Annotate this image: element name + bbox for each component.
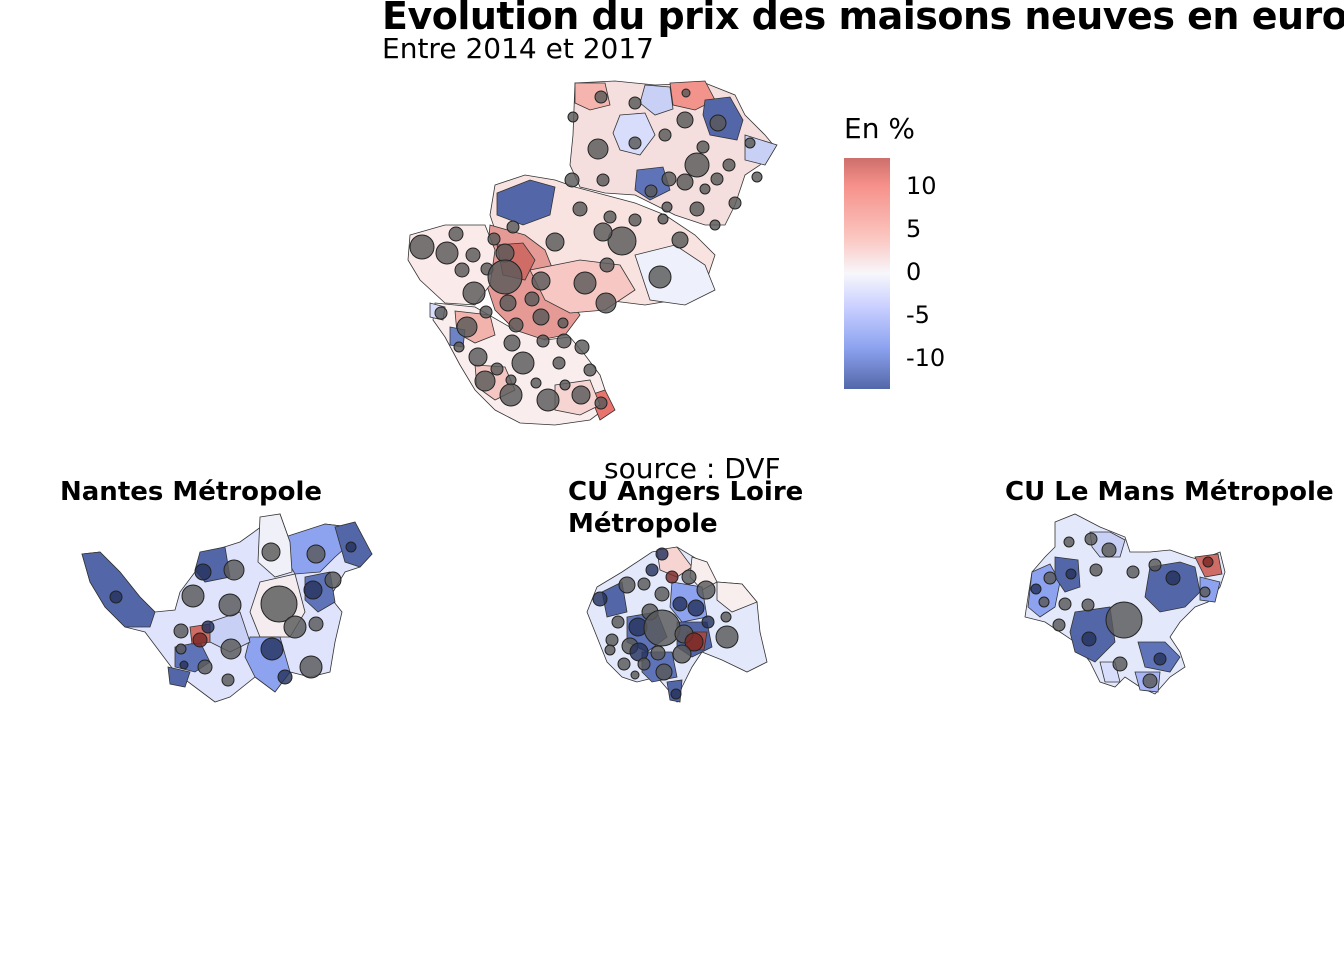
source-caption: source : DVF xyxy=(604,452,781,485)
main-region-map xyxy=(407,80,778,426)
legend-tick: 0 xyxy=(906,258,922,286)
region-ne-blue2 xyxy=(634,166,671,201)
legend-tick: 5 xyxy=(906,215,922,243)
region-ne-lightblue1 xyxy=(639,84,674,116)
region-ne-lightblue2 xyxy=(612,112,656,156)
inset-title-nantes: Nantes Métropole xyxy=(60,477,323,507)
nantes-inset-map xyxy=(81,513,373,703)
le-mans-inset-map xyxy=(1024,513,1226,695)
legend-tick: 10 xyxy=(906,172,937,200)
legend-tick: -5 xyxy=(906,301,930,329)
map-title: Evolution du prix des maisons neuves en … xyxy=(382,0,1344,38)
inset-title-angers-line2: Métropole xyxy=(568,509,718,539)
region-mayenne-blue xyxy=(496,179,556,226)
inset-title-le-mans: CU Le Mans Métropole xyxy=(1005,477,1334,507)
map-subtitle: Entre 2014 et 2017 xyxy=(382,32,654,65)
legend-title: En % xyxy=(844,112,915,145)
angers-inset-map xyxy=(586,546,768,703)
inset-title-angers: CU Angers Loire Métropole xyxy=(568,476,803,540)
legend-color-bar xyxy=(844,158,890,389)
inset-title-angers-line1: CU Angers Loire xyxy=(568,477,804,507)
legend-tick: -10 xyxy=(906,344,946,372)
